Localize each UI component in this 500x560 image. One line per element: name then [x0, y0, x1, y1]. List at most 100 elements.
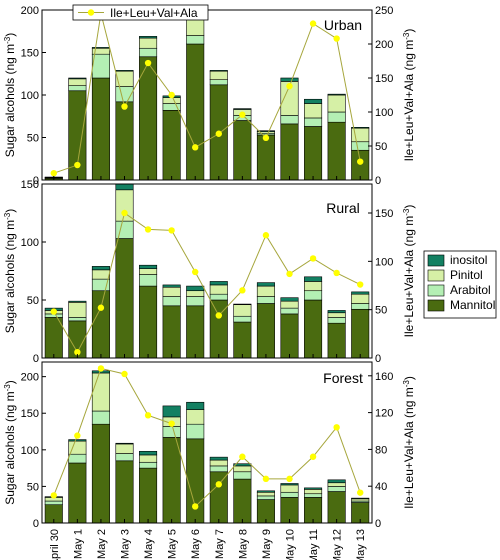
bar-pinitol: [139, 454, 158, 463]
point-amino-acids: [262, 232, 270, 239]
point-amino-acids: [333, 424, 340, 431]
bar-arabitol: [256, 296, 275, 304]
bar-inositol: [351, 127, 370, 129]
right-tick-label: 200: [375, 39, 393, 51]
left-axis-label: Sugar alcohols (ng m-3): [3, 209, 18, 334]
point-amino-acids: [168, 420, 175, 427]
bar-inositol: [186, 401, 205, 410]
panel-forest: 0 50 100 150 200 0 40 80 120 160 April 30 May 1 May …: [3, 361, 417, 560]
bar-inositol: [186, 285, 205, 292]
bar-arabitol: [91, 410, 110, 425]
bar-pinitol: [304, 489, 323, 495]
point-amino-acids: [262, 475, 270, 483]
panel-urban: 0 50 100 150 200 0 50 100 150 200 250 Urban Sugar al…: [3, 5, 417, 187]
bar-pinitol: [139, 268, 158, 275]
bar-pinitol: [68, 78, 87, 86]
bar-pinitol: [280, 300, 299, 309]
line-legend-sample-marker: [87, 9, 95, 16]
bar-inositol: [280, 297, 299, 302]
panel-rural: 0 50 100 150 0 50 100 150 Rural Sugar alcohols (n…: [3, 179, 417, 365]
bar-inositol: [68, 77, 87, 80]
bar-pinitol: [186, 409, 205, 425]
line-legend-frame: [72, 4, 209, 21]
point-amino-acids: [286, 82, 293, 90]
x-tick-label: May 10: [285, 529, 297, 560]
series-line-amino-acids: [53, 367, 361, 508]
bar-inositol: [209, 281, 228, 286]
left-axis-label: Sugar alcohols (ng m-3): [3, 380, 18, 505]
bar-pinitol: [209, 70, 228, 80]
bar-arabitol: [91, 53, 110, 79]
point-amino-acids: [239, 111, 246, 118]
series-line-amino-acids: [53, 13, 361, 174]
bar-arabitol: [162, 426, 181, 438]
left-tick-label: 50: [27, 481, 39, 493]
left-axis-label: Sugar alcohols (ng m-3): [3, 33, 18, 158]
bar-inositol: [327, 93, 346, 96]
bar-arabitol: [44, 500, 63, 506]
point-amino-acids: [121, 370, 128, 378]
bar-mannitol: [186, 43, 205, 181]
left-tick-label: 200: [21, 372, 39, 384]
bar-inositol: [256, 282, 275, 287]
bar-arabitol: [351, 303, 370, 310]
bar-inositol: [91, 47, 110, 49]
bar-inositol: [115, 70, 134, 72]
bar-pinitol: [327, 94, 346, 113]
bar-mannitol: [327, 491, 346, 524]
bar-arabitol: [280, 491, 299, 498]
bar-arabitol: [304, 493, 323, 498]
bar-mannitol: [327, 322, 346, 359]
legend-swatch-mannitol: [427, 299, 445, 312]
left-tick-label: 150: [21, 408, 39, 420]
bar-mannitol: [186, 438, 205, 524]
bar-mannitol: [68, 462, 87, 524]
bar-inositol: [115, 442, 134, 445]
x-tick-label: May 13: [355, 529, 367, 560]
legend-swatch-inositol: [427, 254, 445, 267]
right-tick-label: 50: [375, 305, 387, 317]
x-tick-label: April 30: [49, 529, 61, 560]
bar-mannitol: [280, 313, 299, 359]
line-legend: Ile+Leu+Val+Ala: [72, 4, 209, 21]
legend-label-mannitol: Mannitol: [450, 298, 495, 312]
bar-arabitol: [186, 35, 205, 45]
bar-arabitol: [68, 453, 87, 464]
bar-pinitol: [162, 286, 181, 297]
series-line-amino-acids: [53, 212, 361, 354]
panel-title: Urban: [324, 17, 362, 33]
x-tick-label: May 2: [96, 529, 108, 559]
panel-title: Rural: [326, 200, 359, 216]
bar-arabitol: [304, 290, 323, 301]
point-amino-acids: [97, 365, 105, 372]
point-amino-acids: [357, 158, 364, 165]
bar-arabitol: [186, 423, 205, 440]
x-tick-label: May 3: [120, 529, 132, 559]
bar-pinitol: [162, 97, 181, 104]
point-amino-acids: [357, 489, 364, 496]
right-axis-label: Ile+Leu+Val+Ala (ng m-3): [402, 376, 417, 509]
left-tick-label: 0: [33, 518, 39, 530]
left-tick-label: 150: [21, 179, 39, 191]
bar-arabitol: [304, 117, 323, 127]
point-amino-acids: [50, 492, 57, 499]
point-amino-acids: [168, 227, 175, 234]
bar-inositol: [304, 276, 323, 282]
bar-arabitol: [162, 296, 181, 307]
bar-mannitol: [351, 308, 370, 359]
bar-mannitol: [304, 299, 323, 359]
bar-arabitol: [186, 296, 205, 307]
bar-inositol: [304, 98, 323, 104]
x-tick-label: May 4: [143, 529, 155, 559]
right-axis-label: Ile+Leu+Val+Ala (ng m-3): [402, 205, 417, 338]
bar-arabitol: [280, 307, 299, 315]
bar-inositol: [115, 183, 134, 191]
left-tick-label: 100: [21, 90, 39, 102]
bar-inositol: [304, 487, 323, 490]
point-amino-acids: [144, 59, 152, 67]
bar-mannitol: [162, 110, 181, 181]
line-legend-label: Ile+Leu+Val+Ala: [110, 6, 198, 20]
point-amino-acids: [74, 161, 81, 169]
left-tick-label: 150: [21, 48, 39, 60]
